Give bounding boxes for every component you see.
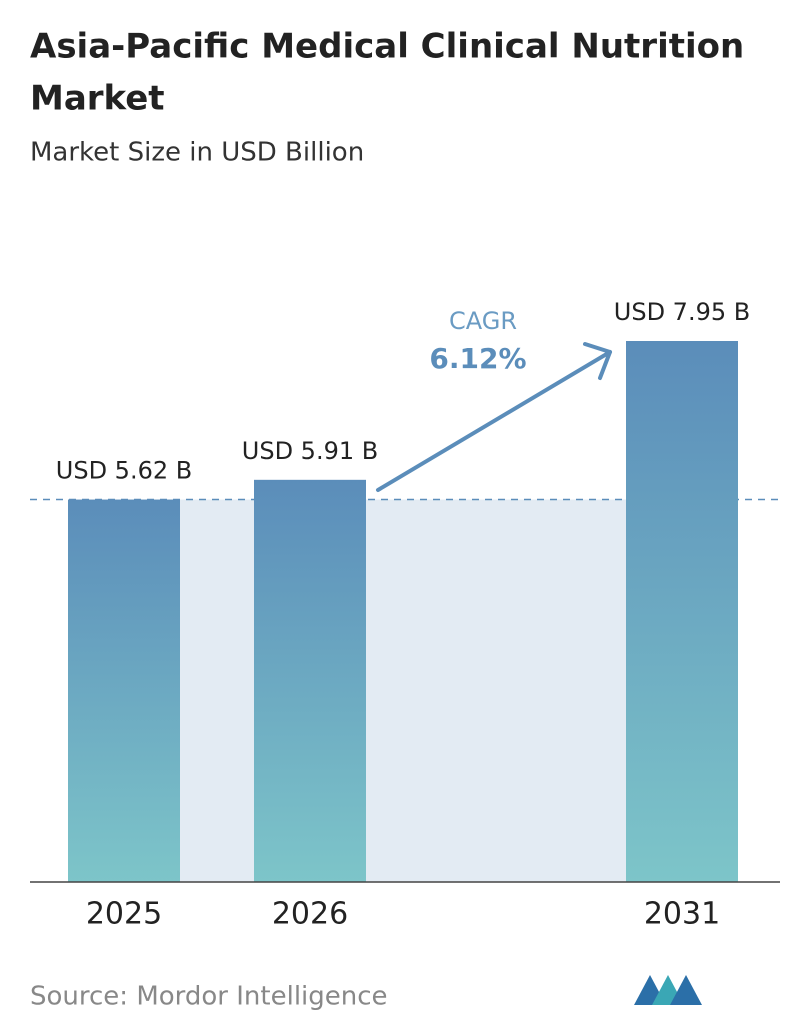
cagr-arrow: [376, 342, 612, 492]
chart-title: Market: [30, 79, 165, 119]
chart-title: Asia-Pacific Medical Clinical Nutrition: [30, 27, 744, 67]
source: Source: Mordor Intelligence: [30, 982, 388, 1012]
cagr-value: 6.12%: [429, 342, 526, 375]
cagr-label: CAGR: [449, 307, 517, 335]
chart-subtitle: Market Size in USD Billion: [30, 138, 364, 168]
x-tick-label: 2025: [86, 897, 162, 932]
bar: [626, 341, 738, 882]
value-label: USD 7.95 B: [614, 298, 750, 326]
x-tick-label: 2031: [644, 897, 720, 932]
value-label: USD 5.91 B: [242, 437, 378, 465]
shade: [124, 499, 682, 882]
bar: [254, 479, 366, 882]
logo: [634, 975, 702, 1005]
value-label: USD 5.62 B: [56, 457, 192, 485]
x-tick-label: 2026: [272, 897, 348, 932]
bar: [68, 499, 180, 882]
